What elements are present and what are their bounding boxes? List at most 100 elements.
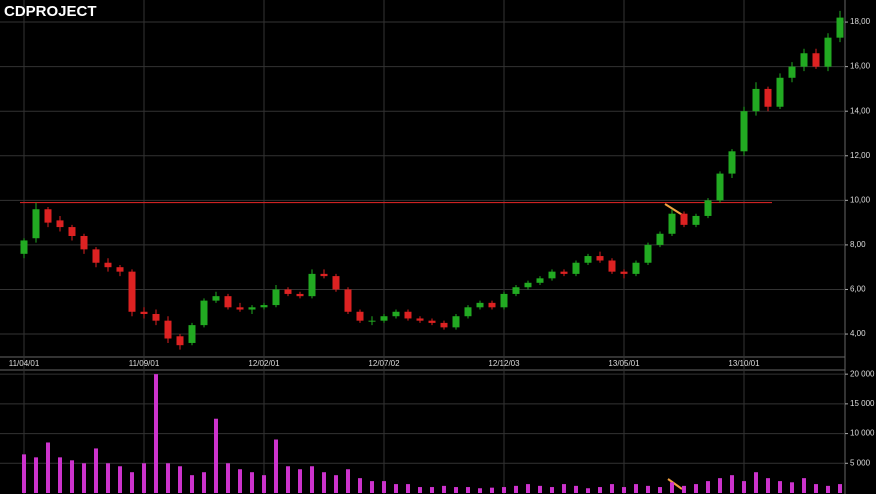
volume-bar: [670, 482, 674, 493]
candle-body: [776, 77, 784, 107]
volume-bar: [466, 487, 470, 493]
volume-bar: [346, 469, 350, 493]
x-tick-label: 11/04/01: [9, 359, 40, 368]
volume-bar: [58, 457, 62, 493]
volume-bar: [790, 482, 794, 493]
candle-body: [764, 88, 772, 107]
candle-body: [32, 209, 40, 239]
candle-body: [380, 316, 388, 321]
candle-body: [812, 53, 820, 67]
candle-body: [464, 307, 472, 317]
candle-body: [332, 276, 340, 290]
volume-bar: [418, 487, 422, 493]
candle-body: [632, 262, 640, 274]
candle-body: [308, 273, 316, 297]
candle-body: [704, 200, 712, 216]
volume-bar: [766, 478, 770, 493]
candle-body: [536, 278, 544, 283]
candle-body: [188, 325, 196, 343]
volume-bar: [298, 469, 302, 493]
candle-body: [656, 233, 664, 245]
volume-bar: [730, 475, 734, 493]
volume-bar: [442, 485, 446, 493]
candle-body: [788, 66, 796, 78]
volume-bar: [46, 442, 50, 493]
candle-body: [416, 318, 424, 321]
candle-body: [224, 296, 232, 308]
candle-body: [716, 173, 724, 201]
y-tick-label: 14,00: [850, 106, 871, 115]
volume-bar: [658, 487, 662, 493]
volume-bar: [502, 487, 506, 493]
candle-body: [404, 311, 412, 319]
volume-bar: [574, 485, 578, 493]
volume-bar: [154, 374, 158, 493]
candle-body: [824, 37, 832, 67]
y-tick-label: 10,00: [850, 195, 871, 204]
volume-bar: [238, 469, 242, 493]
volume-bar: [358, 478, 362, 493]
volume-bar: [718, 478, 722, 493]
candle-body: [260, 305, 268, 308]
volume-bar: [754, 472, 758, 493]
y-tick-label: 16,00: [850, 62, 871, 71]
volume-bar: [250, 472, 254, 493]
candle-body: [644, 244, 652, 263]
candle-body: [500, 293, 508, 308]
candle-body: [152, 313, 160, 321]
x-tick-label: 12/07/02: [368, 359, 400, 368]
candle-body: [428, 320, 436, 323]
volume-bar: [106, 463, 110, 493]
volume-bar: [34, 457, 38, 493]
candle-body: [488, 302, 496, 308]
volume-bar: [610, 484, 614, 493]
candle-body: [356, 311, 364, 321]
volume-bar: [178, 466, 182, 493]
volume-bar: [598, 487, 602, 493]
volume-bar: [622, 487, 626, 493]
candle-body: [212, 296, 220, 301]
candle-body: [296, 293, 304, 297]
candle-body: [176, 336, 184, 346]
y-tick-label: 8,00: [850, 240, 866, 249]
candle-body: [80, 235, 88, 250]
volume-bar: [226, 463, 230, 493]
volume-bar: [634, 484, 638, 493]
volume-bar: [430, 487, 434, 493]
candle-body: [248, 307, 256, 310]
x-tick-label: 12/12/03: [488, 359, 520, 368]
volume-bar: [130, 472, 134, 493]
candle-body: [800, 53, 808, 67]
volume-bar: [514, 485, 518, 493]
y-tick-label: 4,00: [850, 329, 866, 338]
candle-body: [752, 88, 760, 112]
candle-body: [92, 249, 100, 263]
volume-bar: [406, 484, 410, 493]
volume-bar: [526, 484, 530, 493]
candle-body: [668, 213, 676, 234]
volume-bar: [202, 472, 206, 493]
volume-bar: [550, 487, 554, 493]
volume-bar: [646, 485, 650, 493]
candle-body: [344, 289, 352, 312]
chart-title: CDPROJECT: [4, 3, 97, 20]
candle-body: [572, 262, 580, 274]
y-tick-label: 12,00: [850, 151, 871, 160]
candle-body: [440, 322, 448, 328]
candle-body: [20, 240, 28, 254]
candle-body: [104, 262, 112, 268]
candle-body: [620, 271, 628, 274]
volume-bar: [742, 481, 746, 493]
volume-bar: [538, 485, 542, 493]
volume-bar: [274, 439, 278, 493]
x-tick-label: 11/09/01: [129, 359, 160, 368]
volume-bar: [118, 466, 122, 493]
y-tick-label: 15 000: [850, 399, 875, 408]
volume-bar: [454, 487, 458, 493]
volume-bar: [214, 418, 218, 493]
x-tick-label: 13/05/01: [608, 359, 640, 368]
candle-body: [692, 215, 700, 225]
candle-body: [728, 151, 736, 174]
volume-bar: [142, 463, 146, 493]
